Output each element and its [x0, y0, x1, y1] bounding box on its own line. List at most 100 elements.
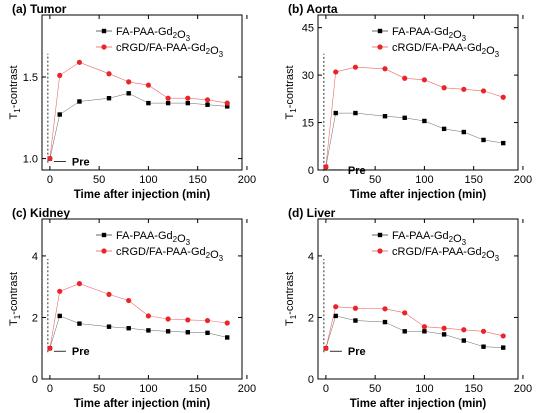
panel-title: (c) Kidney — [12, 206, 70, 220]
x-tick-label: 150 — [464, 174, 482, 186]
data-point-circle — [352, 64, 359, 70]
data-point-square — [481, 344, 486, 349]
x-axis-label: Time after injection (min) — [350, 189, 487, 201]
data-point-circle — [57, 72, 63, 78]
data-point-square — [126, 91, 131, 96]
x-tick-label: 100 — [415, 174, 433, 186]
legend-marker-circle — [101, 248, 107, 254]
pre-label: Pre — [348, 346, 366, 358]
plot-frame — [317, 218, 519, 380]
series-line-1 — [325, 112, 504, 167]
data-point-circle — [500, 94, 506, 100]
legend-marker-circle — [377, 44, 383, 50]
x-tick-label: 0 — [47, 174, 53, 186]
data-point-circle — [106, 71, 112, 77]
series-line-1 — [49, 315, 228, 349]
legend-marker-circle — [377, 248, 383, 254]
y-tick-label: 0 — [308, 374, 314, 386]
data-point-circle — [382, 306, 388, 312]
data-point-square — [77, 99, 82, 104]
data-point-circle — [224, 100, 230, 106]
legend-marker-circle — [101, 44, 107, 50]
data-point-square — [353, 318, 358, 323]
data-point-square — [77, 321, 82, 326]
x-tick-label: 100 — [139, 383, 157, 395]
x-axis-label: Time after injection (min) — [74, 189, 211, 201]
data-point-circle — [500, 333, 506, 339]
data-point-square — [422, 329, 427, 334]
series-line-2 — [325, 306, 504, 349]
panel-title: (a) Tumor — [12, 2, 67, 16]
x-tick-label: 150 — [188, 174, 206, 186]
data-point-square — [165, 329, 171, 334]
data-point-square — [106, 96, 112, 101]
data-point-circle — [204, 97, 211, 103]
legend-label: FA-PAA-Gd2O3 — [392, 26, 467, 43]
x-tick-label: 0 — [47, 383, 53, 395]
data-point-circle — [323, 345, 329, 351]
x-tick-label: 200 — [238, 174, 256, 186]
data-point-circle — [323, 164, 329, 170]
data-point-circle — [106, 291, 112, 297]
legend-marker-square — [377, 232, 383, 238]
series-line-2 — [49, 61, 228, 159]
data-point-square — [57, 112, 62, 117]
x-tick-label: 200 — [514, 174, 532, 186]
panel-title: (b) Aorta — [288, 2, 338, 16]
legend-label: cRGD/FA-PAA-Gd2O3 — [116, 42, 224, 59]
data-point-circle — [76, 281, 83, 287]
series-line-2 — [325, 66, 504, 167]
pre-label: Pre — [348, 165, 366, 177]
data-point-circle — [402, 310, 408, 316]
pre-label: Pre — [72, 157, 90, 169]
y-axis-label: T1-contrast — [8, 66, 22, 120]
x-axis-label: Time after injection (min) — [350, 398, 487, 410]
panel-title: (d) Liver — [288, 206, 336, 220]
y-tick-label: 15 — [302, 118, 314, 130]
data-point-square — [225, 104, 230, 109]
y-tick-label: 0 — [32, 374, 38, 386]
data-point-square — [382, 319, 388, 325]
data-point-circle — [480, 328, 487, 334]
data-point-circle — [47, 345, 53, 351]
data-point-square — [205, 102, 210, 107]
y-tick-label: 2 — [308, 312, 314, 324]
y-tick-label: 45 — [302, 23, 314, 35]
legend-label: FA-PAA-Gd2O3 — [116, 26, 191, 43]
x-tick-label: 0 — [323, 174, 329, 186]
x-tick-label: 200 — [514, 383, 532, 395]
data-point-square — [422, 118, 427, 124]
data-point-square — [205, 330, 210, 336]
series-line-1 — [325, 315, 504, 349]
data-point-circle — [441, 325, 447, 331]
y-axis-label: T1-contrast — [284, 66, 298, 120]
x-tick-label: 200 — [238, 383, 256, 395]
x-tick-label: 50 — [369, 383, 381, 395]
x-tick-label: 100 — [415, 383, 433, 395]
data-point-square — [353, 110, 358, 116]
data-point-circle — [333, 69, 339, 75]
data-point-square — [501, 345, 506, 350]
y-tick-label: 1.5 — [23, 72, 38, 84]
x-tick-label: 100 — [139, 174, 157, 186]
data-point-square — [382, 114, 388, 119]
plot-frame — [41, 14, 243, 171]
data-point-square — [185, 330, 191, 335]
data-point-square — [106, 324, 112, 329]
data-point-circle — [165, 95, 171, 101]
data-point-circle — [47, 155, 53, 162]
chart-panel-4: (d) Liver 0 50 100 150 200 0 2 4 Time after injec… — [284, 206, 532, 410]
data-point-circle — [126, 79, 132, 85]
chart-panel-2: (b) Aorta 0 50 100 150 200 0 15 30 45 Time after i… — [284, 2, 532, 201]
data-point-circle — [352, 305, 359, 311]
x-tick-label: 50 — [93, 383, 105, 395]
data-point-circle — [126, 297, 132, 304]
legend-marker-square — [101, 232, 107, 238]
data-point-square — [146, 328, 151, 333]
data-point-square — [501, 140, 506, 146]
series-line-1 — [49, 93, 228, 159]
data-point-circle — [333, 304, 339, 310]
y-tick-label: 0 — [308, 165, 314, 177]
data-point-square — [333, 313, 338, 319]
